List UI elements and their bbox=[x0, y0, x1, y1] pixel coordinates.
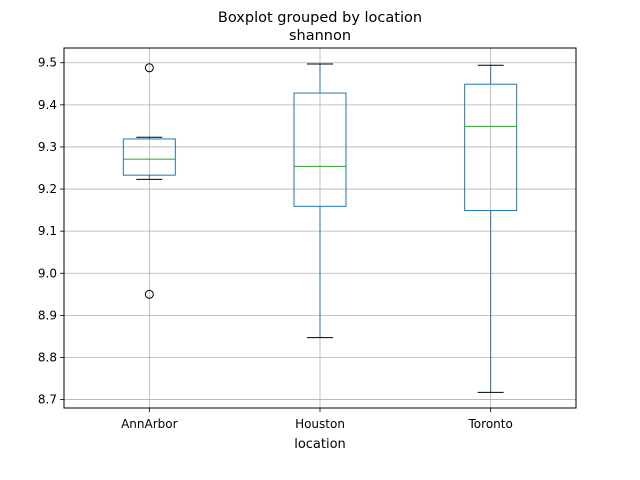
box-iqr bbox=[464, 83, 518, 212]
y-tick-label: 9.1 bbox=[38, 224, 57, 238]
x-tick-label: AnnArbor bbox=[121, 417, 178, 431]
y-tick-label: 9.0 bbox=[38, 266, 57, 280]
y-tick-label: 9.5 bbox=[38, 56, 57, 70]
outlier-point bbox=[144, 63, 154, 73]
y-tick-label: 8.7 bbox=[38, 393, 57, 407]
y-tick-label: 8.8 bbox=[38, 350, 57, 364]
x-axis-label: location bbox=[294, 437, 346, 452]
x-tick-label: Houston bbox=[295, 417, 345, 431]
y-tick-label: 9.3 bbox=[38, 140, 57, 154]
y-tick-label: 9.4 bbox=[38, 98, 57, 112]
x-tick-label: Toronto bbox=[468, 417, 513, 431]
chart-title: Boxplot grouped by location bbox=[218, 10, 422, 26]
axis-layer: 8.7 8.8 8.9 9.0 9.1 9.2 9.3 9.4 9.5 AnnArbor Houst… bbox=[38, 56, 513, 431]
box-layer bbox=[122, 63, 518, 393]
box-iqr bbox=[293, 92, 347, 207]
outlier-point bbox=[144, 289, 154, 299]
box-iqr bbox=[122, 138, 176, 176]
y-tick-label: 8.9 bbox=[38, 308, 57, 322]
chart-subtitle: shannon bbox=[289, 28, 351, 44]
y-tick-label: 9.2 bbox=[38, 182, 57, 196]
